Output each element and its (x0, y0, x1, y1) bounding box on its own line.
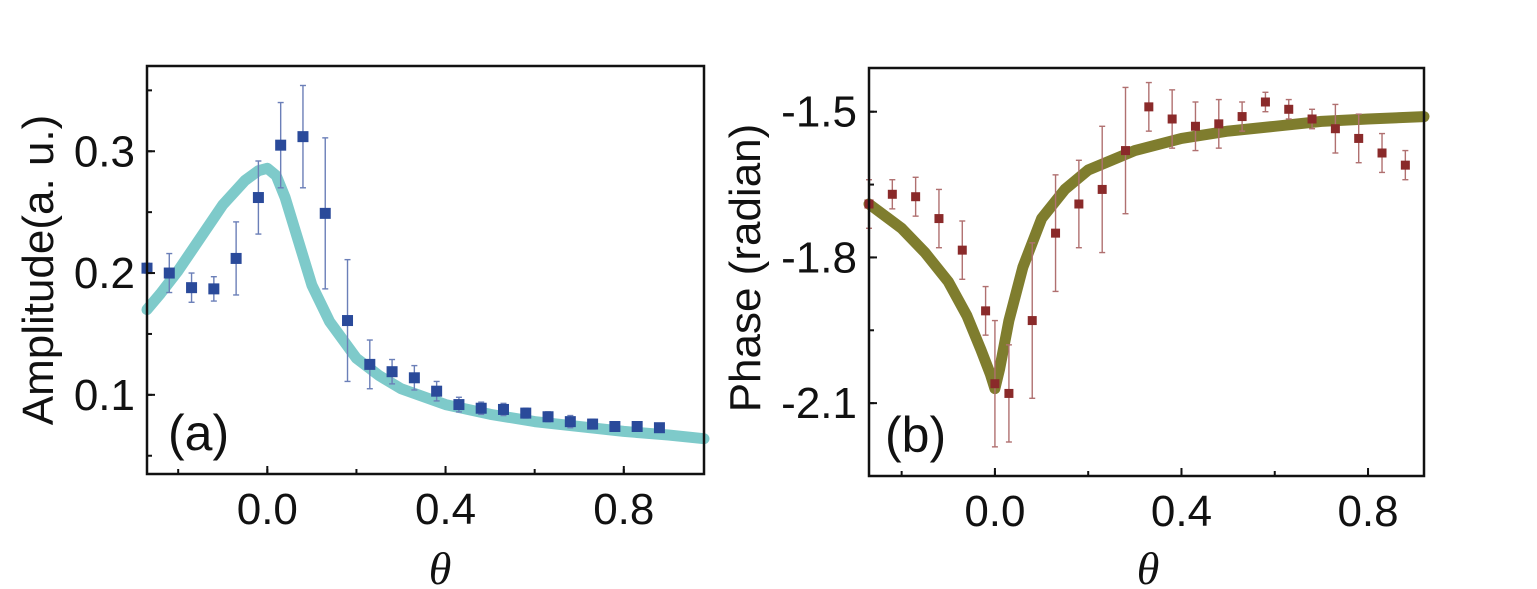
phase-data-point (934, 214, 944, 224)
phase-data-point (1284, 104, 1294, 114)
amplitude-data-point (609, 421, 621, 433)
phase-data-point (990, 379, 1000, 389)
amplitude-panel-label: (a) (168, 405, 229, 461)
amplitude-x-tick-label: 0.8 (593, 485, 654, 534)
amplitude-fit-layer (141, 162, 710, 445)
phase-x-tick-label: 0.8 (1337, 487, 1398, 536)
amplitude-data-point (520, 407, 532, 419)
amplitude-data-point (252, 192, 264, 204)
phase-data-point (1167, 114, 1177, 124)
phase-y-tick-label: -1.5 (781, 88, 857, 137)
phase-data-point (1307, 114, 1317, 124)
amplitude-fit-curve (141, 162, 710, 445)
amplitude-data-point (631, 421, 643, 433)
amplitude-data-point (453, 399, 465, 411)
amplitude-y-axis-label: Amplitude(a. u.) (14, 115, 63, 426)
amplitude-data-point (475, 402, 487, 414)
amplitude-data-point (186, 282, 198, 294)
amplitude-data-point (542, 411, 554, 423)
phase-data-point (1097, 184, 1107, 194)
amplitude-data-point (408, 372, 420, 384)
amplitude-data-point (230, 252, 242, 264)
phase-plot-frame (867, 66, 1426, 478)
phase-panel-label: (b) (885, 407, 946, 463)
phase-data-point (1027, 316, 1037, 326)
amplitude-plot-frame (145, 64, 706, 476)
phase-fit-curve (863, 111, 1430, 395)
phase-data-point (1074, 199, 1084, 209)
phase-data-point (1400, 160, 1410, 170)
phase-data-point (911, 192, 921, 202)
amplitude-data-point (497, 403, 509, 415)
phase-x-tick-label: 0.0 (964, 487, 1025, 536)
amplitude-y-tick-label: 0.3 (74, 127, 135, 176)
phase-axes-layer: 0.0 0.4 0.8 -2.1 -1.8 -1.5 (781, 88, 1398, 536)
amplitude-axes-layer: 0.0 0.4 0.8 0.1 0.2 0.3 (74, 89, 654, 534)
phase-y-axis-label: Phase (radian) (721, 124, 770, 413)
phase-data-point (1377, 148, 1387, 158)
phase-marker-layer (864, 97, 1410, 398)
amplitude-y-tick-label: 0.1 (74, 371, 135, 420)
phase-y-tick-label: -1.8 (781, 233, 857, 282)
phase-panel: 0.0 0.4 0.8 -2.1 -1.8 -1.5 (b) Phase (radian)… (721, 66, 1430, 589)
amplitude-data-point (297, 131, 309, 143)
phase-x-axis-label: θ (1137, 543, 1160, 589)
phase-data-point (1121, 146, 1131, 156)
phase-fit-layer (863, 111, 1430, 395)
phase-data-point (1051, 228, 1061, 238)
amplitude-data-point (431, 385, 443, 397)
amplitude-x-axis-label: θ (429, 543, 452, 589)
phase-data-point (981, 306, 991, 316)
phase-errorbar-layer (866, 81, 1409, 448)
phase-x-tick-label: 0.4 (1151, 487, 1212, 536)
amplitude-data-point (364, 358, 376, 370)
amplitude-x-tick-label: 0.0 (237, 485, 298, 534)
phase-data-point (1190, 121, 1200, 131)
phase-data-point (1237, 112, 1247, 122)
amplitude-data-point (386, 366, 398, 378)
phase-data-point (1004, 388, 1014, 398)
amplitude-errorbar-layer (144, 84, 663, 433)
amplitude-data-point (208, 283, 220, 295)
amplitude-data-point (275, 139, 287, 151)
amplitude-data-point (163, 267, 175, 279)
amplitude-panel: 0.0 0.4 0.80.10.20.3 (a) Amplitude(a. u.) … (14, 64, 710, 589)
amplitude-y-tick-label: 0.2 (74, 249, 135, 298)
amplitude-data-point (653, 422, 665, 434)
phase-data-point (1354, 133, 1364, 143)
phase-y-tick-label: -2.1 (781, 379, 857, 428)
amplitude-data-point (587, 418, 599, 430)
amplitude-data-point (342, 315, 354, 327)
amplitude-x-tick-label: 0.4 (415, 485, 476, 534)
phase-data-point (1260, 97, 1270, 107)
phase-data-point (1144, 102, 1154, 112)
amplitude-data-point (564, 416, 576, 428)
phase-data-point (957, 245, 967, 255)
amplitude-data-point (319, 207, 331, 219)
phase-data-point (1330, 124, 1340, 134)
phase-data-point (887, 189, 897, 199)
phase-data-point (1214, 119, 1224, 129)
